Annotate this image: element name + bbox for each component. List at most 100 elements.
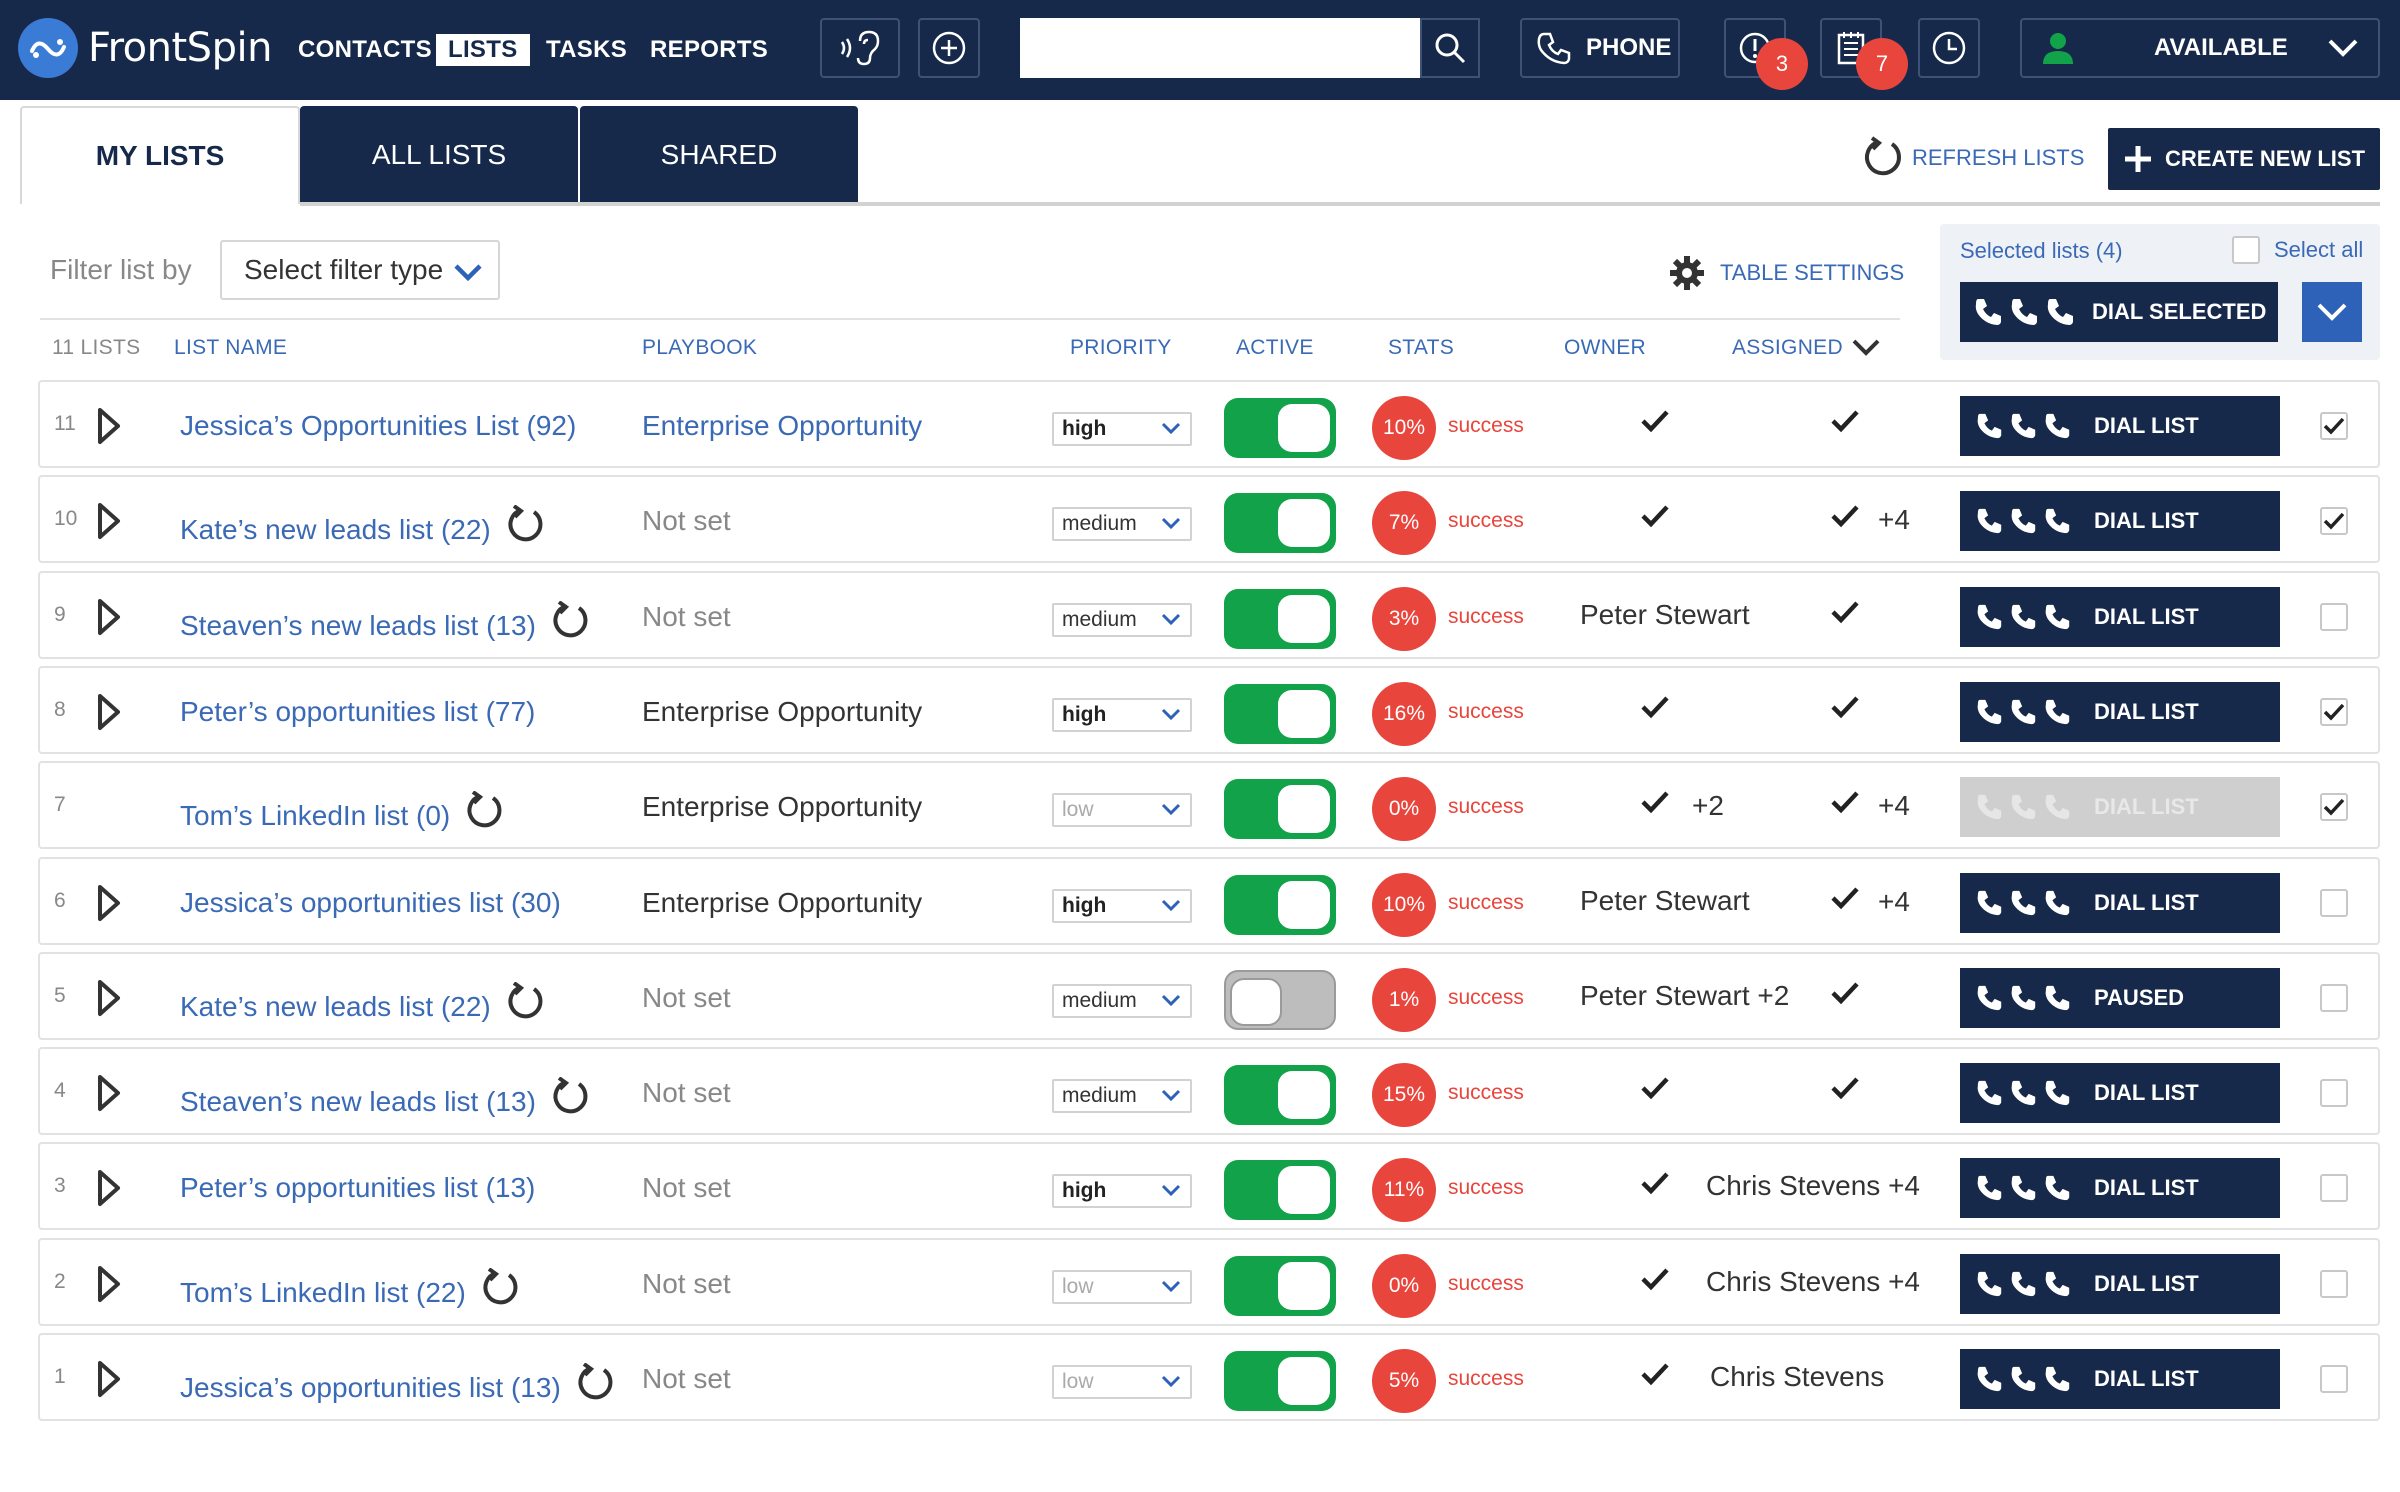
- row-select-checkbox[interactable]: [2320, 1270, 2348, 1298]
- dial-list-button[interactable]: PAUSED: [1960, 968, 2280, 1028]
- row-select-checkbox[interactable]: [2320, 1365, 2348, 1393]
- header-active[interactable]: ACTIVE: [1236, 336, 1314, 359]
- table-row[interactable]: 3 Peter’s opportunities list (13) Not set h…: [38, 1142, 2380, 1230]
- dial-selected-button[interactable]: DIAL SELECTED: [1960, 282, 2278, 342]
- list-name-link[interactable]: Tom’s LinkedIn list (0): [180, 790, 506, 840]
- dial-list-button[interactable]: DIAL LIST: [1960, 396, 2280, 456]
- dial-list-button[interactable]: DIAL LIST: [1960, 1063, 2280, 1123]
- row-select-checkbox[interactable]: [2320, 1174, 2348, 1202]
- row-select-checkbox[interactable]: [2320, 698, 2348, 726]
- list-name-link[interactable]: Steaven’s new leads list (13): [180, 600, 592, 650]
- active-toggle[interactable]: [1224, 875, 1336, 935]
- header-playbook[interactable]: PLAYBOOK: [642, 336, 758, 359]
- expand-arrow-icon[interactable]: [96, 883, 122, 928]
- list-name-link[interactable]: Jessica’s Opportunities List (92): [180, 410, 576, 442]
- table-row[interactable]: 10 Kate’s new leads list (22) Not set mediu…: [38, 475, 2380, 563]
- nav-reports[interactable]: REPORTS: [650, 36, 769, 63]
- expand-arrow-icon[interactable]: [96, 1264, 122, 1309]
- dial-list-button[interactable]: DIAL LIST: [1960, 682, 2280, 742]
- header-list-name[interactable]: LIST NAME: [174, 336, 288, 359]
- header-owner[interactable]: OWNER: [1564, 336, 1646, 359]
- row-select-checkbox[interactable]: [2320, 984, 2348, 1012]
- expand-arrow-icon[interactable]: [96, 1168, 122, 1213]
- priority-select[interactable]: high: [1052, 1174, 1192, 1208]
- phone-button[interactable]: PHONE: [1520, 18, 1680, 78]
- active-toggle[interactable]: [1224, 589, 1336, 649]
- row-select-checkbox[interactable]: [2320, 1079, 2348, 1107]
- active-toggle[interactable]: [1224, 1065, 1336, 1125]
- priority-select[interactable]: medium: [1052, 603, 1192, 637]
- table-row[interactable]: 6 Jessica’s opportunities list (30) Enterp…: [38, 857, 2380, 945]
- dial-list-button[interactable]: DIAL LIST: [1960, 1349, 2280, 1409]
- nav-contacts[interactable]: CONTACTS: [298, 36, 432, 63]
- dial-list-button[interactable]: DIAL LIST: [1960, 873, 2280, 933]
- status-dropdown[interactable]: AVAILABLE: [2020, 18, 2380, 78]
- table-row[interactable]: 1 Jessica’s opportunities list (13) Not se…: [38, 1333, 2380, 1421]
- expand-arrow-icon[interactable]: [96, 597, 122, 642]
- list-name-link[interactable]: Jessica’s opportunities list (13): [180, 1362, 617, 1412]
- active-toggle[interactable]: [1224, 970, 1336, 1030]
- row-select-checkbox[interactable]: [2320, 889, 2348, 917]
- table-row[interactable]: 9 Steaven’s new leads list (13) Not set med…: [38, 571, 2380, 659]
- priority-select[interactable]: high: [1052, 412, 1192, 446]
- list-name-link[interactable]: Steaven’s new leads list (13): [180, 1076, 592, 1126]
- dial-list-button[interactable]: DIAL LIST: [1960, 491, 2280, 551]
- priority-select[interactable]: high: [1052, 889, 1192, 923]
- expand-arrow-icon[interactable]: [96, 406, 122, 451]
- refresh-lists-button[interactable]: REFRESH LISTS: [1862, 136, 2084, 180]
- dial-list-button[interactable]: DIAL LIST: [1960, 1254, 2280, 1314]
- priority-select[interactable]: medium: [1052, 984, 1192, 1018]
- nav-tasks[interactable]: TASKS: [546, 36, 628, 63]
- active-toggle[interactable]: [1224, 1160, 1336, 1220]
- table-row[interactable]: 4 Steaven’s new leads list (13) Not set med…: [38, 1047, 2380, 1135]
- header-priority[interactable]: PRIORITY: [1070, 336, 1172, 359]
- header-stats[interactable]: STATS: [1388, 336, 1455, 359]
- table-row[interactable]: 7 Tom’s LinkedIn list (0) Enterprise Oppor…: [38, 761, 2380, 849]
- search-button[interactable]: [1420, 18, 1480, 78]
- table-row[interactable]: 8 Peter’s opportunities list (77) Enterpri…: [38, 666, 2380, 754]
- expand-arrow-icon[interactable]: [96, 1359, 122, 1404]
- history-button[interactable]: [1918, 18, 1980, 78]
- table-settings-button[interactable]: TABLE SETTINGS: [1668, 254, 1904, 292]
- tab-all-lists[interactable]: ALL LISTS: [300, 106, 578, 204]
- table-row[interactable]: 11 Jessica’s Opportunities List (92) Enter…: [38, 380, 2380, 468]
- list-name-link[interactable]: Kate’s new leads list (22): [180, 981, 547, 1031]
- list-name-link[interactable]: Jessica’s opportunities list (30): [180, 887, 561, 919]
- search-input[interactable]: [1020, 18, 1420, 78]
- active-toggle[interactable]: [1224, 493, 1336, 553]
- priority-select[interactable]: medium: [1052, 1079, 1192, 1113]
- dial-list-button[interactable]: DIAL LIST: [1960, 1158, 2280, 1218]
- expand-arrow-icon[interactable]: [96, 1073, 122, 1118]
- table-row[interactable]: 5 Kate’s new leads list (22) Not set medium…: [38, 952, 2380, 1040]
- list-name-link[interactable]: Tom’s LinkedIn list (22): [180, 1267, 522, 1317]
- row-select-checkbox[interactable]: [2320, 412, 2348, 440]
- row-select-checkbox[interactable]: [2320, 603, 2348, 631]
- nav-lists[interactable]: LISTS: [436, 34, 530, 66]
- select-all-checkbox[interactable]: Select all: [2232, 236, 2363, 264]
- priority-select[interactable]: low: [1052, 1270, 1192, 1304]
- active-toggle[interactable]: [1224, 684, 1336, 744]
- priority-select[interactable]: medium: [1052, 507, 1192, 541]
- priority-select[interactable]: high: [1052, 698, 1192, 732]
- list-name-link[interactable]: Kate’s new leads list (22): [180, 504, 547, 554]
- active-toggle[interactable]: [1224, 779, 1336, 839]
- priority-select[interactable]: low: [1052, 793, 1192, 827]
- priority-select[interactable]: low: [1052, 1365, 1192, 1399]
- expand-arrow-icon[interactable]: [96, 501, 122, 546]
- list-name-link[interactable]: Peter’s opportunities list (77): [180, 696, 535, 728]
- row-select-checkbox[interactable]: [2320, 793, 2348, 821]
- create-new-list-button[interactable]: CREATE NEW LIST: [2108, 128, 2380, 190]
- dial-options-dropdown[interactable]: [2302, 282, 2362, 342]
- brand-logo[interactable]: FrontSpin: [18, 18, 272, 78]
- add-button[interactable]: [918, 18, 980, 78]
- row-select-checkbox[interactable]: [2320, 507, 2348, 535]
- tab-my-lists[interactable]: MY LISTS: [20, 106, 300, 204]
- active-toggle[interactable]: [1224, 1351, 1336, 1411]
- filter-type-select[interactable]: Select filter type: [220, 240, 500, 300]
- playbook-value[interactable]: Enterprise Opportunity: [642, 410, 923, 441]
- header-assigned[interactable]: ASSIGNED: [1732, 336, 1881, 360]
- active-toggle[interactable]: [1224, 398, 1336, 458]
- tab-shared[interactable]: SHARED: [580, 106, 858, 204]
- table-row[interactable]: 2 Tom’s LinkedIn list (22) Not set low 0% suc…: [38, 1238, 2380, 1326]
- expand-arrow-icon[interactable]: [96, 978, 122, 1023]
